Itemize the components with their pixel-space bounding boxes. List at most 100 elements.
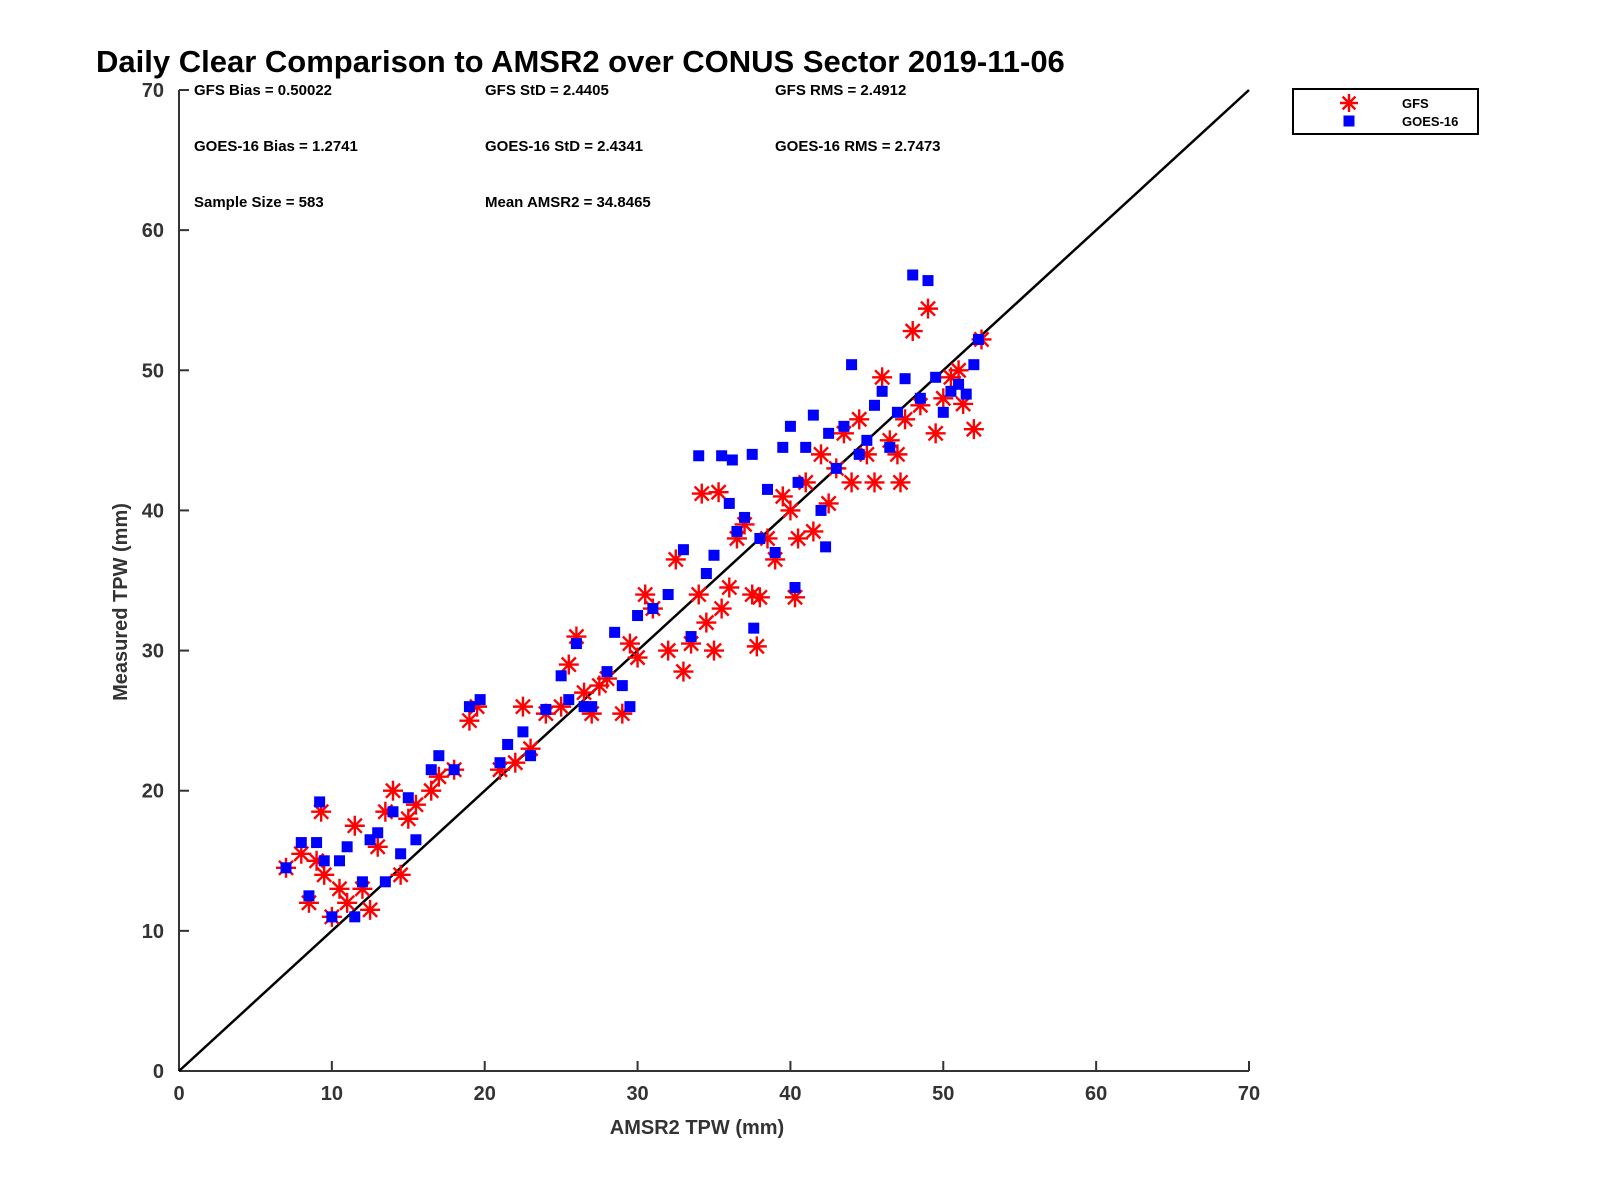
goes16-point: [723, 497, 735, 509]
stat-text: GFS StD = 2.4405: [485, 82, 609, 99]
y-tick-label: 50: [142, 360, 164, 382]
goes16-point: [540, 703, 552, 715]
stat-text: Mean AMSR2 = 34.8465: [485, 194, 651, 211]
goes16-point: [609, 626, 621, 638]
goes16-point: [502, 738, 514, 750]
gfs-point: [505, 752, 526, 773]
gfs-point: [696, 612, 717, 633]
legend-box: [1292, 88, 1479, 135]
goes16-point: [869, 399, 880, 411]
gfs-point: [635, 584, 656, 605]
gfs-point: [902, 321, 923, 342]
gfs-point: [627, 647, 648, 668]
gfs-point: [658, 640, 679, 661]
goes16-point: [601, 666, 613, 678]
gfs-point: [398, 808, 419, 829]
goes16-point: [922, 275, 934, 287]
gfs-point: [673, 661, 694, 682]
gfs-point: [551, 696, 572, 717]
goes16-point: [792, 476, 804, 488]
gfs-point: [337, 892, 358, 913]
gfs-point: [329, 878, 350, 899]
gfs-point: [421, 780, 442, 801]
goes16-point: [303, 890, 315, 902]
goes16-point: [784, 420, 796, 432]
y-tick-label: 70: [142, 80, 164, 102]
stat-text: Sample Size = 583: [194, 194, 324, 211]
gfs-point: [711, 598, 732, 619]
goes16-point: [494, 757, 506, 769]
gfs-point: [344, 815, 365, 836]
goes16-point: [789, 582, 801, 594]
gfs-point: [803, 521, 824, 542]
x-tick-label: 50: [932, 1083, 954, 1105]
goes16-point: [326, 911, 338, 923]
goes16-point: [517, 726, 529, 738]
goes16-point: [708, 549, 720, 561]
goes16-point: [463, 701, 475, 713]
gfs-point: [749, 587, 770, 608]
goes16-point: [838, 420, 850, 432]
gfs-point: [849, 409, 870, 430]
gfs-point: [360, 899, 381, 920]
goes16-point: [632, 610, 644, 622]
gfs-point: [688, 584, 709, 605]
goes16-point: [677, 544, 689, 556]
stat-text: GOES-16 StD = 2.4341: [485, 138, 643, 155]
goes16-point: [899, 373, 911, 385]
gfs-point: [780, 500, 801, 521]
y-tick-label: 60: [142, 220, 164, 242]
goes16-point: [769, 546, 781, 558]
y-tick-label: 10: [142, 921, 164, 943]
stat-text: GOES-16 RMS = 2.7473: [775, 138, 941, 155]
goes16-point: [800, 441, 812, 453]
x-tick-label: 40: [779, 1083, 801, 1105]
goes16-point: [525, 750, 537, 762]
goes16-point: [807, 409, 819, 421]
gfs-point: [390, 864, 411, 885]
gfs-point: [788, 528, 809, 549]
gfs-point: [459, 710, 480, 731]
gfs-point: [719, 577, 740, 598]
gfs-point: [963, 419, 984, 440]
goes16-point: [685, 631, 697, 643]
goes16-point: [647, 603, 659, 615]
goes16-point: [748, 622, 760, 634]
one-to-one-line: [178, 89, 1250, 1072]
goes16-point: [364, 834, 376, 846]
gfs-point: [746, 636, 767, 657]
goes16-point: [907, 269, 919, 281]
gfs-point: [612, 703, 633, 724]
legend-label: GFS: [1402, 96, 1429, 111]
stat-text: GFS Bias = 0.50022: [194, 82, 332, 99]
series-goes-16: [280, 269, 984, 923]
x-tick-label: 60: [1085, 1083, 1107, 1105]
goes16-point: [777, 441, 789, 453]
goes16-point: [937, 406, 949, 418]
gfs-point: [948, 360, 969, 381]
goes16-point: [945, 385, 957, 397]
y-tick-label: 30: [142, 641, 164, 663]
goes16-point: [746, 448, 758, 460]
goes16-point: [968, 359, 980, 371]
goes16-point: [410, 834, 422, 846]
goes16-point: [731, 525, 743, 537]
gfs-point: [925, 423, 946, 444]
gfs-point: [383, 780, 403, 801]
goes16-point: [624, 701, 636, 713]
goes16-point: [693, 450, 705, 462]
gfs-point: [890, 472, 911, 493]
y-axis-label: Measured TPW (mm): [110, 503, 132, 701]
goes16-point: [739, 511, 751, 523]
goes16-point: [387, 806, 399, 818]
goes16-point: [861, 434, 873, 446]
goes16-point: [474, 694, 486, 706]
plot-axes: 0 10 20 30 40 50 60 70 0 10 20 30 40 50 60 70: [142, 80, 1260, 1105]
stat-text: GOES-16 Bias = 1.2741: [194, 138, 358, 155]
legend-goes16-marker: [1343, 115, 1355, 127]
goes16-point: [726, 454, 738, 466]
goes16-point: [341, 841, 353, 853]
goes16-point: [578, 701, 590, 713]
goes16-point: [662, 589, 674, 601]
